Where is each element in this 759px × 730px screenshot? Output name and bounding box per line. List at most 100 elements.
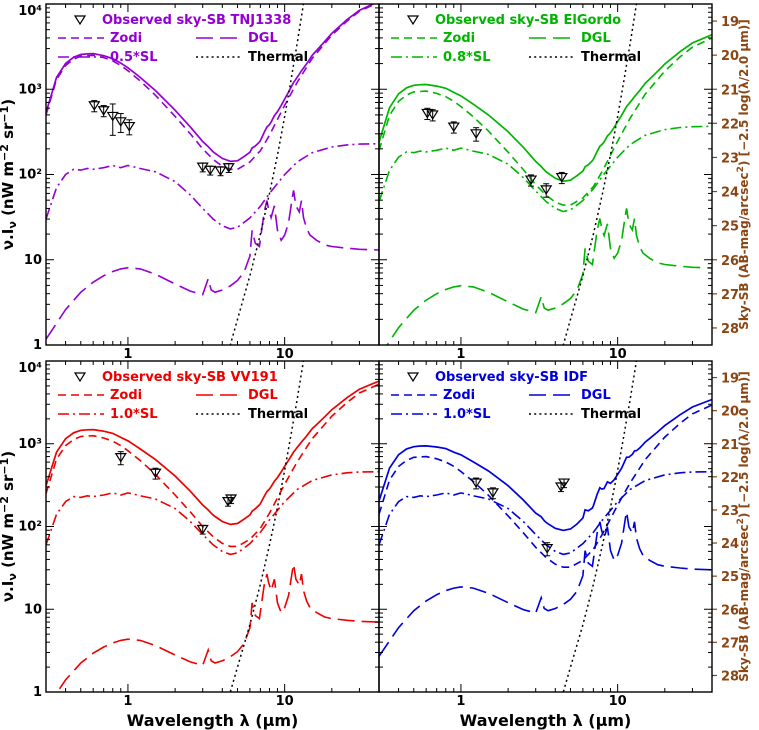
legend-sl-label: 0.8*SL xyxy=(443,50,490,65)
legend-VV191: Observed sky-SB VV191 Zodi DGL 1.0*SL Therma… xyxy=(58,370,308,422)
legend-IDF: Observed sky-SB IDF Zodi DGL 1.0*SL Thermal xyxy=(391,370,641,422)
plot-area-TNJ1338 xyxy=(46,4,379,345)
y-tick-label: 10⁴ xyxy=(18,4,42,19)
legend-sl-label: 0.5*SL xyxy=(110,50,157,65)
y-axis-title: ν.Iν (nW m−2 sr−1) xyxy=(0,451,19,602)
mag-tick-label: 25 xyxy=(721,570,739,585)
legend-zodi-label: Zodi xyxy=(443,388,475,403)
sl-curve xyxy=(46,142,379,230)
mag-tick-label: 21 xyxy=(721,438,739,453)
mag-tick-label: 26 xyxy=(721,603,739,618)
observed-triangle-marker xyxy=(196,524,209,535)
observed-triangle-marker xyxy=(524,175,538,186)
panel-frame xyxy=(45,360,380,693)
mag-tick-label: 19 xyxy=(721,15,739,30)
observed-triangle-marker xyxy=(114,117,127,127)
panel-frame xyxy=(378,3,713,346)
observed-triangle-marker xyxy=(447,122,460,133)
legend-observed-marker xyxy=(406,15,420,26)
total-sky-curve xyxy=(379,398,712,532)
legend-dgl-label: DGL xyxy=(581,31,611,46)
mag-tick-label: 28 xyxy=(721,322,739,337)
panel-frame xyxy=(45,3,380,346)
legend-TNJ1338: Observed sky-SB TNJ1338 Zodi DGL 0.5*SL Ther… xyxy=(58,13,308,65)
legend-thermal-label: Thermal xyxy=(581,407,641,422)
mag-tick-label: 27 xyxy=(721,288,739,303)
y-tick-label: 1 xyxy=(33,338,42,353)
legend-observed-marker xyxy=(73,15,87,26)
observed-triangle-marker xyxy=(214,166,227,177)
mag-tick-label: 23 xyxy=(721,151,739,166)
legend-zodi-label: Zodi xyxy=(443,31,475,46)
legend-ElGordo: Observed sky-SB ElGordo Zodi DGL 0.8*SL Ther… xyxy=(391,13,641,65)
legend-observed-label: Observed sky-SB TNJ1338 xyxy=(102,13,291,28)
zodi-curve xyxy=(46,4,378,171)
x-axis-title: Wavelength λ (μm) xyxy=(460,711,632,730)
zodi-curve xyxy=(379,404,712,568)
observed-triangle-marker xyxy=(204,165,217,176)
plot-area-IDF xyxy=(379,361,712,692)
observed-triangle-marker xyxy=(222,163,235,173)
observed-triangle-marker xyxy=(557,478,571,489)
observed-triangle-marker xyxy=(88,101,101,111)
sl-curve xyxy=(46,470,379,556)
x-tick-label: 1 xyxy=(456,347,465,362)
observed-triangle-marker xyxy=(540,185,553,196)
dgl-curve xyxy=(46,190,379,340)
mag-tick-label: 25 xyxy=(721,220,739,235)
legend-thermal-label: Thermal xyxy=(581,50,641,65)
zodi-curve xyxy=(379,37,712,206)
right-axis-title: Sky-SB (AB-mag/arcsec2) [−2.5 log(λ/2.0 … xyxy=(736,19,751,329)
observed-triangle-marker xyxy=(486,488,500,498)
y-tick-label: 10³ xyxy=(18,437,42,452)
observed-triangle-marker xyxy=(470,478,483,489)
y-axis-title-text: ν.Iν (nW m−2 sr−1) xyxy=(0,99,19,250)
legend-dgl-label: DGL xyxy=(248,31,278,46)
sl-curve xyxy=(379,125,712,213)
x-tick-label: 10 xyxy=(609,694,627,709)
dgl-curve xyxy=(379,511,712,657)
y-tick-label: 10 xyxy=(24,253,42,268)
right-axis-title-text: Sky-SB (AB-mag/arcsec2) [−2.5 log(λ/2.0 … xyxy=(736,19,751,329)
total-sky-curve xyxy=(46,4,376,163)
mag-tick-label: 20 xyxy=(721,405,739,420)
observed-triangle-marker xyxy=(555,172,568,183)
legend-observed-marker xyxy=(73,372,87,383)
observed-triangle-marker xyxy=(149,468,162,479)
mag-tick-label: 22 xyxy=(721,117,739,132)
zodi-curve xyxy=(46,383,379,548)
legend-dgl-label: DGL xyxy=(248,388,278,403)
y-tick-label: 10³ xyxy=(18,82,42,97)
mag-tick-label: 24 xyxy=(721,537,739,552)
y-axis-title: ν.Iν (nW m−2 sr−1) xyxy=(0,99,19,250)
legend-zodi-label: Zodi xyxy=(110,31,142,46)
mag-tick-label: 24 xyxy=(721,186,739,201)
mag-tick-label: 28 xyxy=(721,669,739,684)
legend-zodi-label: Zodi xyxy=(110,388,142,403)
x-tick-label: 1 xyxy=(456,694,465,709)
x-tick-label: 10 xyxy=(609,347,627,362)
y-tick-label: 10⁴ xyxy=(18,361,42,376)
legend-observed-label: Observed sky-SB ElGordo xyxy=(435,13,621,28)
y-tick-label: 10² xyxy=(18,520,42,535)
y-tick-label: 1 xyxy=(33,685,42,700)
legend-thermal-label: Thermal xyxy=(248,50,308,65)
thermal-curve xyxy=(229,361,305,692)
thermal-curve xyxy=(229,4,305,345)
y-axis-title-text: ν.Iν (nW m−2 sr−1) xyxy=(0,451,19,602)
plot-area-VV191 xyxy=(46,361,379,692)
x-tick-label: 10 xyxy=(276,347,294,362)
right-axis-title: Sky-SB (AB-mag/arcsec2) [−2.5 log(λ/2.0 … xyxy=(736,371,751,681)
total-sky-curve xyxy=(46,380,379,526)
total-sky-curve xyxy=(379,33,712,183)
legend-observed-label: Observed sky-SB IDF xyxy=(435,370,588,385)
mag-tick-label: 22 xyxy=(721,471,739,486)
y-tick-label: 10² xyxy=(18,168,42,183)
x-tick-label: 1 xyxy=(123,347,132,362)
observed-triangle-marker xyxy=(470,129,483,139)
mag-tick-label: 26 xyxy=(721,254,739,269)
observed-triangle-marker xyxy=(97,106,110,116)
